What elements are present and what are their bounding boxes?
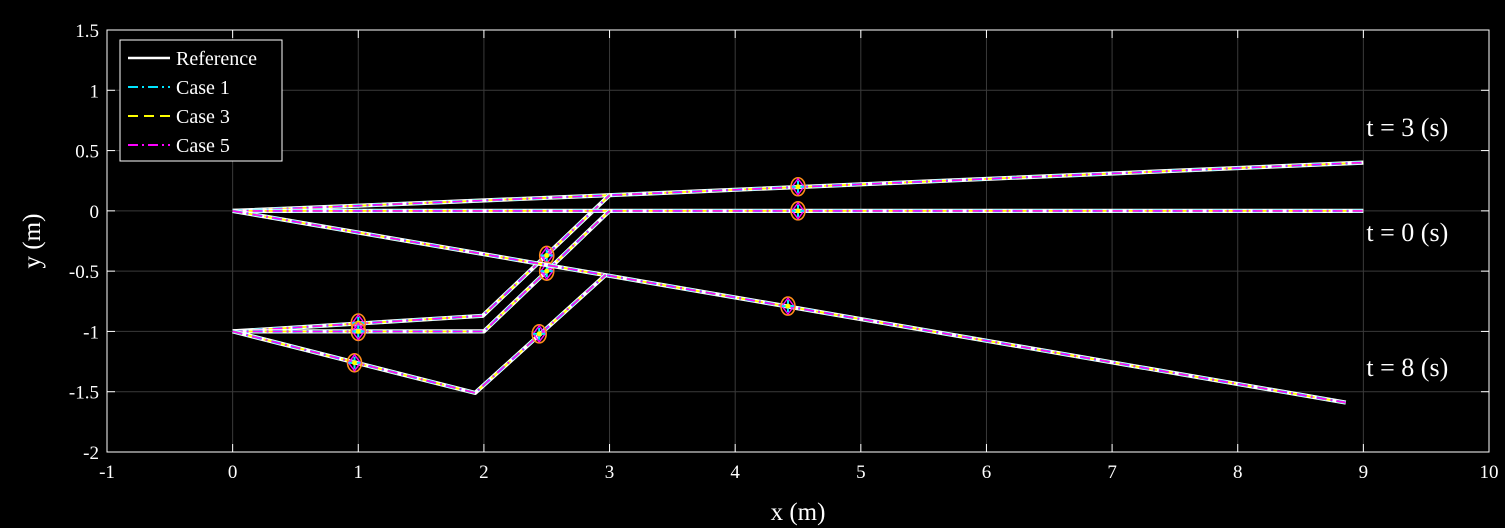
y-tick-label: -1	[83, 322, 99, 343]
x-tick-label: 5	[856, 462, 866, 483]
x-tick-label: 3	[605, 462, 615, 483]
marker-diamond	[791, 201, 805, 221]
marker-diamond	[791, 177, 805, 196]
marker-dot	[536, 331, 542, 337]
y-tick-label: 0	[90, 202, 100, 223]
y-tick-label: -1.5	[69, 383, 99, 404]
marker-diamond	[532, 324, 547, 344]
time-annotation: t = 8 (s)	[1366, 353, 1448, 382]
y-tick-label: -0.5	[69, 262, 99, 283]
y-tick-label: 1.5	[75, 21, 99, 42]
x-tick-label: 1	[354, 462, 364, 483]
ticks: -1 0 1 2 3 4 5 6 7 8 9 10 -2 -1.5 -1 -0.5 0 0.5 1 1.5	[69, 21, 1499, 483]
marker-dot	[795, 208, 801, 214]
marker-dot	[795, 184, 801, 190]
marker-diamond	[539, 261, 554, 281]
marker-diamond	[347, 353, 362, 372]
legend-label: Reference	[176, 48, 257, 70]
marker-dot	[544, 252, 550, 258]
plot-frame	[106, 29, 1490, 453]
y-tick-label: -2	[83, 443, 99, 464]
series-line-case-5	[232, 274, 607, 394]
marker-dot	[544, 268, 550, 274]
x-tick-label: -1	[99, 462, 115, 483]
x-tick-label: 10	[1480, 462, 1499, 483]
legend-box	[119, 39, 283, 162]
data-layer	[232, 160, 1364, 405]
legend: Reference Case 1 Case 3 Case 5	[119, 39, 283, 162]
series-line-case-5	[232, 194, 611, 333]
x-tick-label: 7	[1107, 462, 1117, 483]
x-tick-label: 4	[730, 462, 740, 483]
x-axis-label: x (m)	[771, 499, 826, 526]
time-annotation: t = 0 (s)	[1366, 218, 1448, 247]
x-tick-label: 2	[479, 462, 489, 483]
marker-dot	[355, 328, 361, 334]
time-annotation: t = 3 (s)	[1366, 113, 1448, 142]
snapshot-2	[232, 208, 1347, 405]
x-tick-label: 0	[228, 462, 238, 483]
y-tick-label: 1	[90, 81, 100, 102]
marker-dot	[352, 360, 358, 366]
marker-dot	[785, 303, 791, 309]
snapshot-1	[232, 201, 1364, 342]
legend-label: Case 5	[176, 135, 230, 157]
legend-label: Case 3	[176, 106, 230, 128]
y-tick-label: 0.5	[75, 142, 99, 163]
annotations: t = 3 (s) t = 0 (s) t = 8 (s)	[1366, 113, 1448, 382]
legend-entries: Reference Case 1 Case 3 Case 5	[128, 48, 257, 157]
snapshot-0	[232, 160, 1364, 334]
series-line-case-5	[232, 210, 611, 333]
marker-diamond	[781, 296, 795, 316]
x-tick-label: 9	[1359, 462, 1369, 483]
series-line-case-5	[232, 161, 1364, 212]
marker-diamond	[351, 322, 366, 341]
x-tick-label: 6	[982, 462, 992, 483]
x-tick-label: 8	[1233, 462, 1243, 483]
y-axis-label: y (m)	[19, 214, 46, 269]
legend-label: Case 1	[176, 77, 230, 99]
